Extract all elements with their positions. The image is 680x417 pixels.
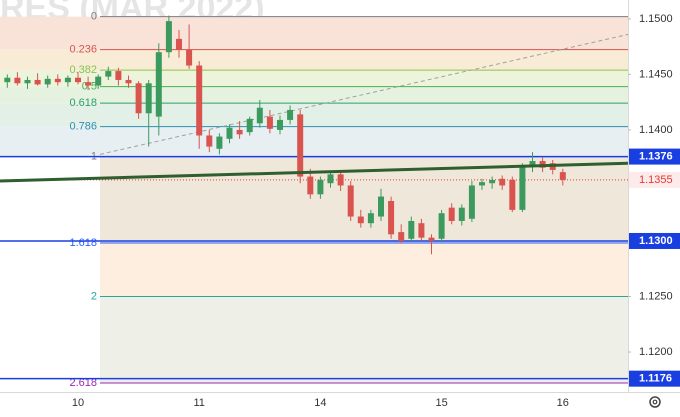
x-tick-label: 10 (72, 397, 84, 409)
candle-body (145, 83, 152, 114)
fib-level-label: 0.236 (69, 44, 97, 56)
fib-band (0, 16, 628, 50)
candle-body (317, 179, 324, 195)
candle-body (287, 109, 294, 120)
fib-level-label: 1.618 (69, 237, 97, 249)
candle-body (499, 178, 506, 186)
fib-level-label: 0.618 (69, 97, 97, 109)
candle-body (125, 79, 132, 84)
candle-body (44, 78, 51, 85)
candle-body (519, 165, 526, 210)
price-label-box (629, 232, 680, 249)
candle-body (489, 179, 496, 184)
candle-body (85, 82, 92, 86)
candle-body (155, 52, 162, 117)
candle-body (559, 172, 566, 180)
y-tick-label: 1.1400 (639, 124, 673, 136)
candle-body (236, 129, 243, 135)
last-price-box (629, 171, 680, 188)
candle-body (256, 107, 263, 124)
candle-body (186, 49, 193, 66)
price-label: 1.1300 (639, 235, 673, 247)
settings-icon[interactable] (649, 396, 661, 408)
candle-body (428, 237, 435, 241)
candle-body (277, 119, 283, 130)
fib-level-label: 0.382 (69, 64, 97, 76)
x-tick-label: 11 (193, 397, 204, 409)
fib-level-label: 2.618 (69, 377, 97, 389)
fib-level-label: 0.786 (69, 121, 97, 133)
candle-body (165, 21, 172, 53)
candle-body (176, 38, 182, 50)
candle-body (438, 213, 445, 239)
candle-body (14, 77, 21, 84)
candle-body (135, 83, 142, 114)
candle-body (4, 77, 11, 83)
candle-body (297, 114, 304, 177)
x-tick-label: 16 (557, 397, 569, 409)
candle-body (529, 161, 536, 166)
fib-level-label: 2 (91, 290, 97, 302)
candle-body (216, 136, 223, 149)
candle-body (378, 196, 384, 217)
x-tick-label: 14 (314, 397, 326, 409)
candle-body (327, 174, 334, 184)
candle-body (388, 200, 395, 235)
candle-body (75, 77, 81, 83)
candle-body (408, 220, 415, 239)
gear-hub (652, 399, 658, 405)
candle-body (307, 176, 314, 195)
candle-body (448, 207, 455, 221)
axes: 1.1500 1.1450 1.1400 1.1250 1.1200 1.1376 1.13… (72, 13, 680, 409)
fib-band (100, 243, 628, 297)
gear-ring (649, 396, 661, 408)
candle-body (64, 77, 71, 83)
candle-body (367, 213, 374, 224)
candle-body (347, 185, 354, 217)
candle-body (206, 135, 213, 147)
candle-body (95, 76, 102, 86)
candle-body (246, 118, 253, 133)
candle-body (418, 223, 425, 238)
fib-band (0, 126, 628, 157)
y-tick-label: 1.1200 (639, 346, 673, 358)
candle-body (509, 179, 516, 210)
candle-body (115, 71, 122, 80)
candle-body (226, 127, 233, 139)
x-tick-label: 15 (435, 397, 447, 409)
price-label: 1.1376 (639, 150, 673, 162)
last-price-label: 1.1355 (639, 174, 673, 186)
price-label-box (629, 370, 680, 387)
candle-body (196, 65, 203, 136)
y-tick-label: 1.1250 (639, 290, 673, 302)
candle-body (337, 174, 344, 186)
candle-body (468, 185, 475, 219)
candle-body (34, 79, 41, 85)
candle-body (24, 79, 31, 84)
candle-body (105, 71, 112, 77)
candle-body (479, 182, 485, 186)
candle-body (398, 232, 405, 241)
channel-line (99, 33, 628, 155)
trendline (0, 161, 628, 183)
candle-body (357, 216, 364, 224)
y-tick-label: 1.1450 (639, 68, 673, 80)
candle-body (266, 116, 273, 129)
candle-body (54, 78, 61, 83)
price-label: 1.1176 (639, 373, 672, 385)
fib-band (100, 296, 628, 383)
price-label-box (629, 148, 680, 165)
plot-area: RES (MAR 2022)00.2360.3820.50.6180.78611… (0, 0, 628, 389)
fib-level-label: 0 (91, 11, 97, 23)
candle-body (458, 207, 465, 221)
y-tick-label: 1.1500 (639, 13, 673, 25)
